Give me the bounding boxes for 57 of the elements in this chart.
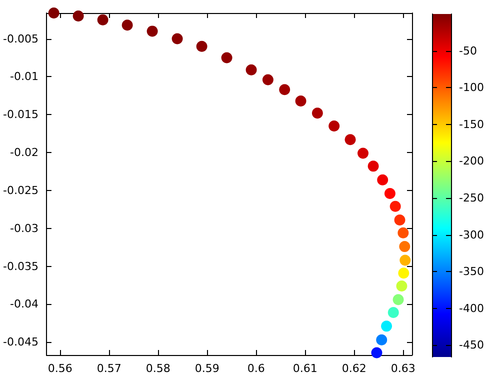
point (48, 8, 60, 18)
color-bar-label: -200 (459, 154, 484, 168)
point (172, 33, 183, 44)
y-tick-label: -0.005 (2, 32, 38, 46)
point (368, 160, 379, 172)
x-tick-label: 0.56 (48, 362, 72, 375)
y-tick-label: -0.02 (10, 146, 38, 160)
color-bar-label: -50 (459, 44, 478, 58)
point (398, 268, 410, 279)
color-bar-label: -100 (459, 81, 484, 94)
point (146, 26, 158, 37)
y-tick-label: -0.01 (10, 70, 38, 84)
point (384, 188, 396, 199)
x-tick-label: 0.61 (292, 362, 318, 375)
y-tick-label: -0.035 (2, 260, 38, 273)
y-tick-label: -0.025 (2, 184, 38, 197)
point (295, 95, 306, 106)
point (97, 14, 108, 26)
point (312, 108, 323, 119)
color-bar-label: -250 (459, 192, 484, 205)
color-bar-label: -400 (459, 302, 484, 315)
y-tick-label: -0.03 (10, 222, 38, 235)
point (279, 84, 290, 96)
point (399, 241, 410, 252)
point (394, 214, 406, 226)
point (122, 20, 133, 31)
x-tick-label: 0.57 (96, 362, 122, 375)
point (390, 200, 401, 212)
point (377, 174, 388, 186)
y-tick-label: -0.04 (10, 298, 38, 311)
point (196, 40, 208, 52)
color-bar-label: -350 (459, 265, 484, 278)
point (344, 134, 356, 146)
x-tick-label: 0.6 (247, 362, 265, 375)
color-bar-label: -450 (459, 338, 484, 352)
point (221, 52, 232, 64)
point (72, 10, 84, 22)
y-tick-label: -0.015 (2, 108, 38, 122)
color-bar-label: -150 (459, 118, 484, 131)
point (246, 64, 257, 76)
x-tick-label: 0.59 (194, 362, 220, 375)
point (371, 347, 382, 358)
point (398, 227, 409, 238)
point (358, 148, 368, 159)
y-tick-label: -0.045 (2, 336, 38, 349)
point (381, 320, 392, 332)
x-tick-label: 0.63 (390, 362, 416, 375)
x-tick-label: 0.58 (146, 362, 170, 375)
point (388, 307, 399, 318)
point (376, 334, 388, 346)
point (400, 254, 411, 266)
x-tick-label: 0.62 (342, 362, 366, 375)
point (262, 74, 274, 86)
color-bar-label: -300 (459, 228, 484, 242)
point (392, 294, 404, 306)
point (328, 120, 340, 132)
point (396, 280, 408, 292)
